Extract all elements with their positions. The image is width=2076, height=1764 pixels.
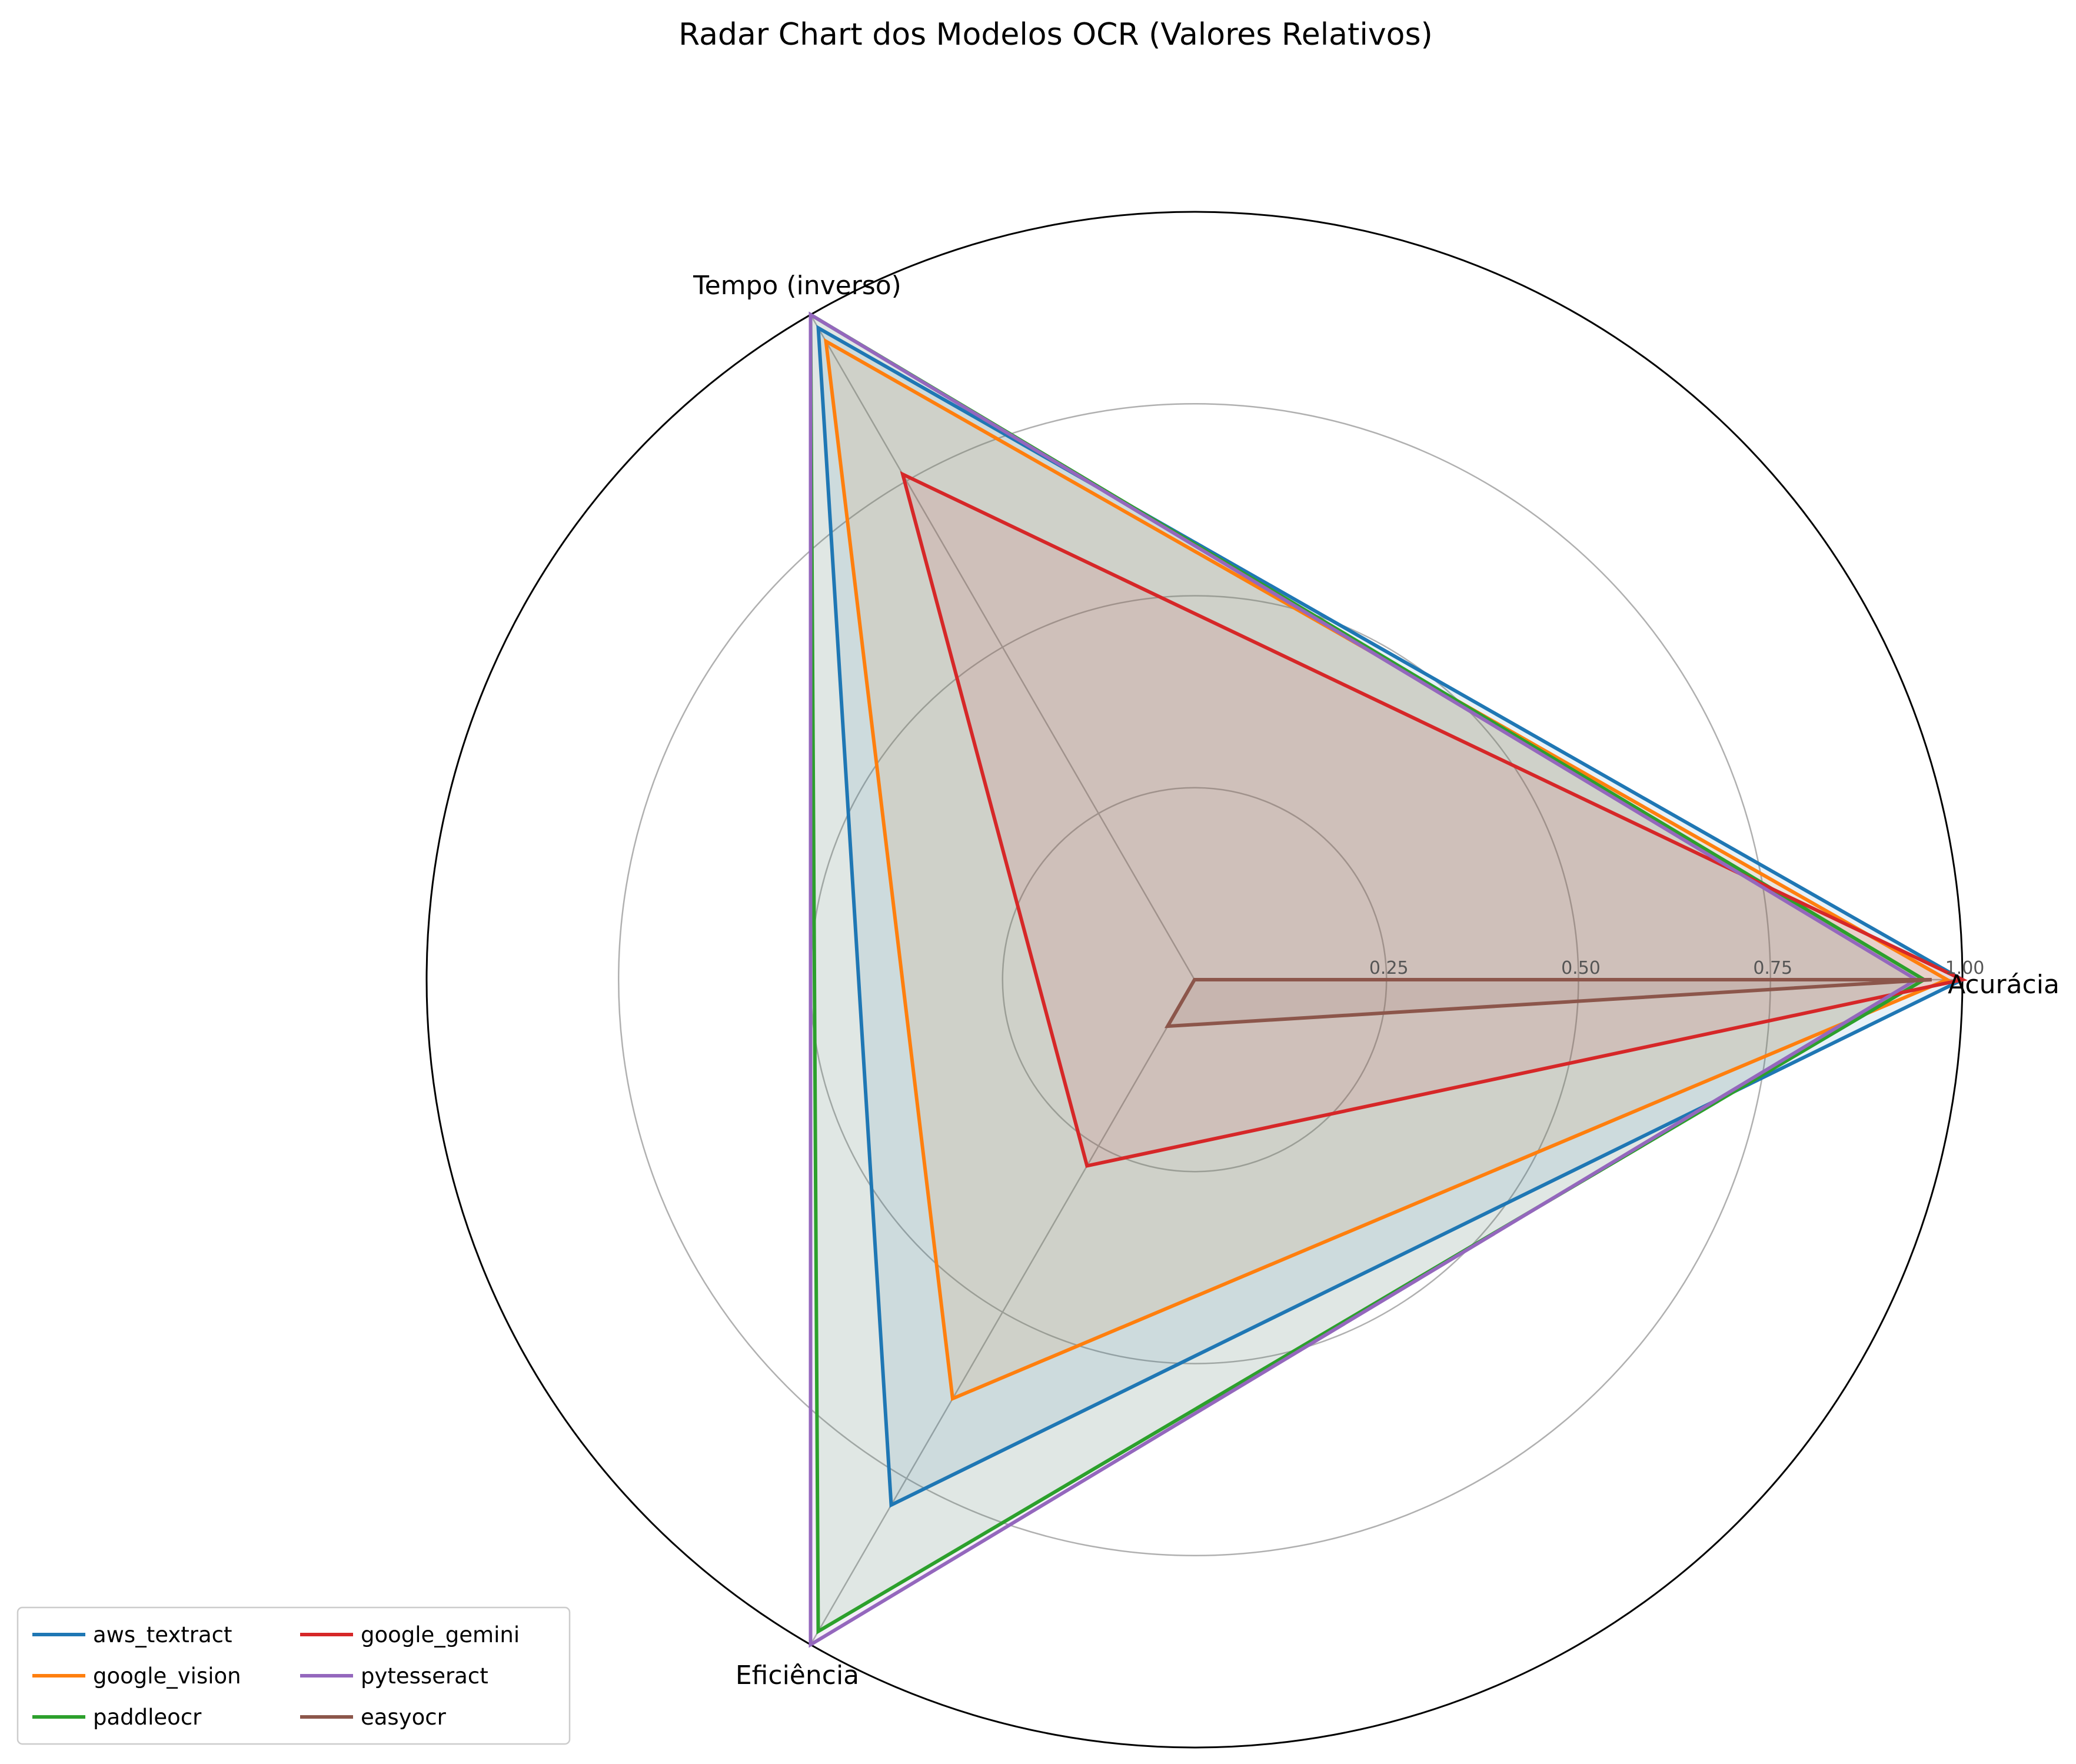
legend-label-google_gemini: google_gemini xyxy=(361,1622,520,1647)
legend: aws_textract google_vision paddleocr google… xyxy=(16,1606,571,1745)
series-line-easyocr xyxy=(1164,978,1932,1029)
radial-tick-label: 1.00 xyxy=(1945,958,1985,978)
legend-box xyxy=(16,1606,571,1745)
legend-label-aws_textract: aws_textract xyxy=(93,1622,232,1647)
series-line-aws_textract xyxy=(816,325,1967,1508)
legend-label-paddleocr: paddleocr xyxy=(93,1705,202,1730)
series-fill-aws_textract xyxy=(818,328,1962,1505)
radial-tick-label: 0.25 xyxy=(1369,958,1409,978)
spoke-eficiencia xyxy=(810,979,1196,1645)
series-fill-paddleocr xyxy=(810,314,1924,1632)
series-line-google_gemini xyxy=(900,471,1968,1168)
series-fill-google_vision xyxy=(826,341,1947,1399)
axis-label-acuracia: Acurácia xyxy=(1948,970,2060,1000)
legend-label-easyocr: easyocr xyxy=(361,1705,447,1730)
legend-label-pytesseract: pytesseract xyxy=(361,1663,488,1689)
spoke-tempo-inverso xyxy=(810,314,1196,980)
chart-title: Radar Chart dos Modelos OCR (Valores Rel… xyxy=(678,17,1433,52)
axis-label-tempo-inverso: Tempo (inverso) xyxy=(693,271,901,301)
radial-tick-label: 0.50 xyxy=(1561,958,1601,978)
radial-tick-label: 0.75 xyxy=(1753,958,1792,978)
axis-label-eficiencia: Eficiência xyxy=(736,1660,859,1690)
series-lines xyxy=(809,311,1968,1648)
series-line-pytesseract xyxy=(809,311,1920,1648)
radial-tick-labels: 0.25 0.50 0.75 1.00 xyxy=(1369,958,1985,978)
legend-label-google_vision: google_vision xyxy=(93,1663,241,1689)
axis-labels: Acurácia Tempo (inverso) Eficiência xyxy=(693,271,2060,1690)
